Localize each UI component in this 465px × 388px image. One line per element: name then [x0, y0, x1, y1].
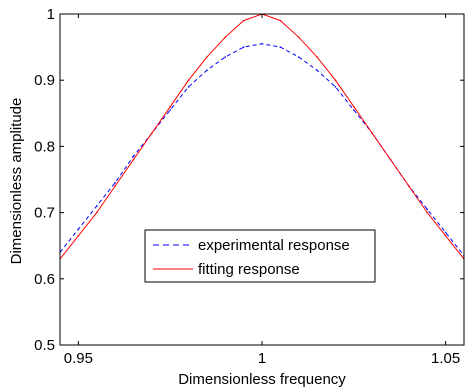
legend-label-fitting: fitting response	[198, 261, 300, 278]
x-tick-label: 1.05	[431, 350, 460, 367]
experimental-response-point	[187, 86, 190, 88]
fitting-response-point	[187, 79, 190, 81]
fitting-response-point	[316, 56, 318, 58]
fitting-response-point	[95, 211, 98, 214]
experimental-response-point	[279, 46, 282, 48]
experimental-response-point	[426, 208, 429, 211]
experimental-response-point	[224, 56, 227, 58]
plot-area	[60, 14, 464, 260]
experimental-response-point	[169, 109, 171, 111]
y-tick-label: 0.5	[34, 337, 55, 354]
y-tick-label: 0.8	[34, 138, 55, 155]
experimental-response-point	[77, 228, 80, 230]
x-tick-label: 0.95	[64, 350, 93, 367]
fitting-response-line	[60, 14, 464, 260]
fitting-response-point	[242, 19, 245, 22]
fitting-response-point	[114, 185, 116, 187]
experimental-response-point	[132, 155, 135, 158]
experimental-response-point	[444, 231, 447, 234]
fitting-response-point	[224, 36, 227, 38]
axes-box	[59, 13, 465, 346]
legend-box	[144, 229, 376, 283]
x-axis-title: Dimensionless frequency	[178, 371, 346, 388]
experimental-response-point	[114, 182, 116, 184]
legend: experimental response fitting response	[144, 229, 376, 283]
experimental-response-point	[316, 69, 318, 72]
fitting-response-point	[444, 234, 447, 237]
legend-label-experimental: experimental response	[198, 237, 350, 254]
experimental-response-point	[242, 46, 245, 48]
y-axis-title: Dimensionless amplitude	[8, 98, 25, 265]
experimental-response-point	[353, 109, 355, 111]
fitting-response-point	[353, 105, 355, 108]
experimental-response-point	[261, 42, 263, 45]
fitting-response-point	[426, 211, 429, 214]
experimental-response-point	[334, 86, 337, 88]
fitting-response-point	[297, 36, 300, 38]
experimental-response-point	[206, 69, 208, 72]
experimental-response-point	[297, 56, 300, 58]
fitting-response-point	[334, 79, 337, 81]
experimental-response-line	[60, 43, 464, 256]
fitting-response-point	[408, 185, 410, 187]
experimental-response-point	[95, 205, 98, 207]
fitting-response-point	[77, 234, 80, 237]
fitting-response-point	[169, 105, 171, 108]
fitting-response-point	[206, 56, 208, 58]
fitting-response-point	[371, 132, 373, 134]
fitting-response-point	[151, 132, 153, 134]
y-tick-label: 0.9	[34, 72, 55, 89]
fitting-response-point	[389, 158, 392, 161]
fitting-response-point	[279, 19, 282, 22]
y-tick-label: 0.7	[34, 205, 55, 222]
fitting-response-point	[132, 158, 135, 161]
x-tick-label: 1	[258, 350, 266, 367]
ticks: 0.95 1 1.05 0.5 0.6 0.7 0.8 0.9 1	[34, 6, 464, 367]
y-tick-label: 1	[47, 6, 55, 23]
y-tick-label: 0.6	[34, 271, 55, 288]
